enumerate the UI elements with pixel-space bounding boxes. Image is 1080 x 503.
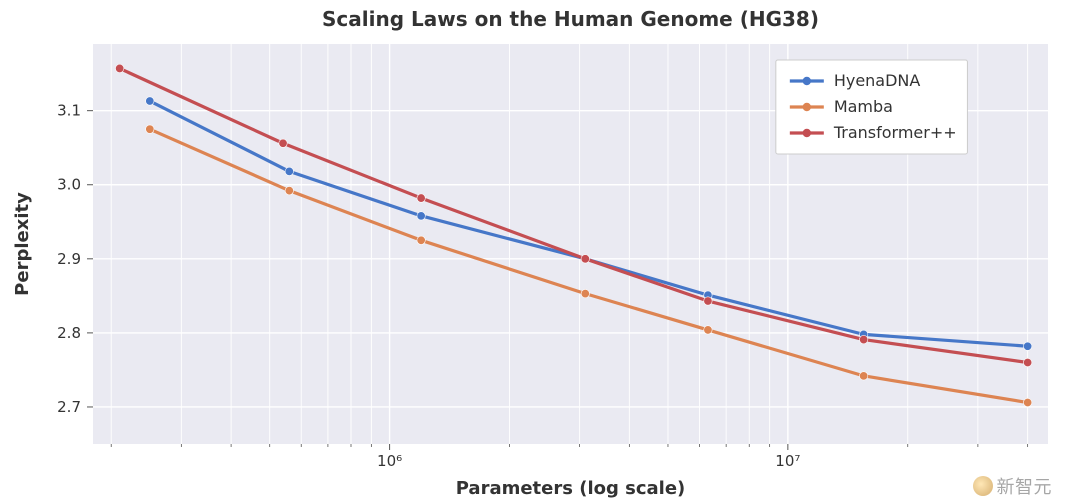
x-axis-label: Parameters (log scale) <box>456 478 686 499</box>
legend-label: Mamba <box>834 97 893 116</box>
legend: HyenaDNA Mamba Transformer++ <box>776 60 968 154</box>
y-tick-label: 3.0 <box>57 176 81 194</box>
series-marker <box>146 97 154 105</box>
chart-container: 10⁶ 10⁷ 2.7 2.8 2.9 3.0 3.1 Scaling Laws on the… <box>0 0 1080 503</box>
series-marker <box>704 326 712 334</box>
y-tick-label: 3.1 <box>57 102 81 120</box>
legend-swatch-marker <box>803 77 811 85</box>
series-marker <box>859 372 867 380</box>
series-marker <box>859 335 867 343</box>
y-axis-label: Perplexity <box>12 192 33 296</box>
series-marker <box>704 297 712 305</box>
x-tick-label: 10⁷ <box>775 452 800 470</box>
x-tick-label: 10⁶ <box>377 452 402 470</box>
series-marker <box>1023 398 1031 406</box>
series-marker <box>581 289 589 297</box>
y-tick-label: 2.8 <box>57 324 81 342</box>
series-marker <box>285 186 293 194</box>
chart-title: Scaling Laws on the Human Genome (HG38) <box>322 7 819 31</box>
series-marker <box>1023 342 1031 350</box>
series-marker <box>115 64 123 72</box>
series-marker <box>581 255 589 263</box>
series-marker <box>146 125 154 133</box>
y-tick-label: 2.7 <box>57 398 81 416</box>
y-tick-label: 2.9 <box>57 250 81 268</box>
series-marker <box>417 194 425 202</box>
legend-swatch-marker <box>803 129 811 137</box>
series-marker <box>1023 358 1031 366</box>
legend-swatch-marker <box>803 103 811 111</box>
series-marker <box>417 212 425 220</box>
legend-label: Transformer++ <box>833 123 957 142</box>
series-marker <box>285 167 293 175</box>
scaling-laws-chart: 10⁶ 10⁷ 2.7 2.8 2.9 3.0 3.1 Scaling Laws on the… <box>0 0 1080 503</box>
series-marker <box>417 236 425 244</box>
legend-label: HyenaDNA <box>834 71 921 90</box>
series-marker <box>279 139 287 147</box>
